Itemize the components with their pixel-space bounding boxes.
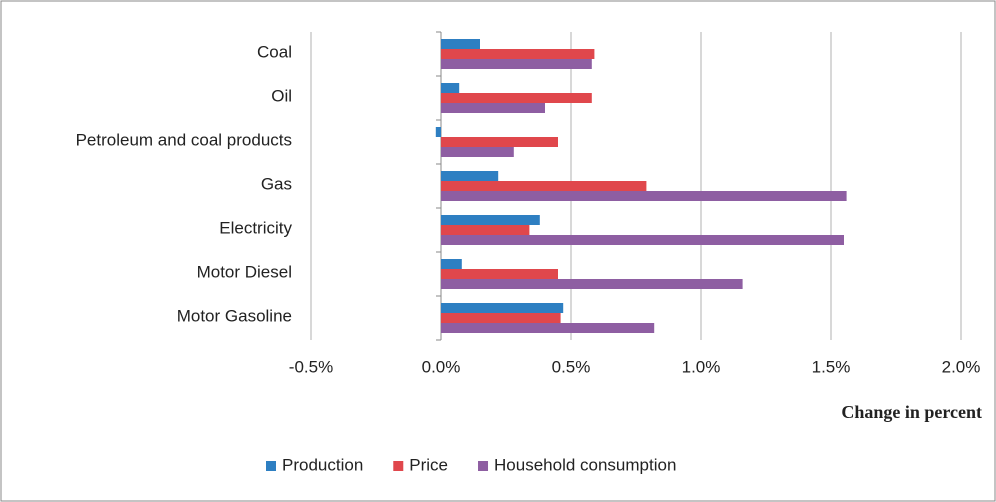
bar [441,215,540,225]
x-tick-label: 1.5% [812,357,851,376]
legend-label: Production [282,455,363,474]
legend-label: Price [409,455,448,474]
legend-swatch [478,461,489,471]
bar [441,323,655,333]
bar [441,313,561,323]
bar [441,49,595,59]
y-tick-label: Coal [257,42,292,61]
legend-swatch [393,461,404,471]
x-tick-label: 0.0% [422,357,461,376]
y-tick-label: Oil [271,86,292,105]
bar [441,171,499,181]
bar [441,137,558,147]
bar [441,225,530,235]
bar [441,103,545,113]
bar [441,191,847,201]
bar [441,93,592,103]
y-tick-label: Electricity [219,218,292,237]
bar [435,127,441,137]
bar [441,303,564,313]
bar [441,279,743,289]
y-tick-label: Petroleum and coal products [76,130,292,149]
legend-label: Household consumption [494,455,676,474]
y-tick-label: Motor Diesel [197,262,292,281]
bar [441,269,558,279]
x-axis-title: Change in percent [841,402,982,422]
x-tick-label: 1.0% [682,357,721,376]
x-tick-label: 0.5% [552,357,591,376]
bar [441,181,647,191]
bar [441,39,480,49]
bar [441,259,462,269]
legend-swatch [266,461,276,471]
y-tick-label: Motor Gasoline [177,306,292,325]
bar [441,147,514,157]
x-tick-label: -0.5% [289,357,333,376]
bar [441,59,592,69]
bar [441,83,460,93]
x-tick-label: 2.0% [942,357,981,376]
y-tick-label: Gas [261,174,292,193]
bar [441,235,844,245]
